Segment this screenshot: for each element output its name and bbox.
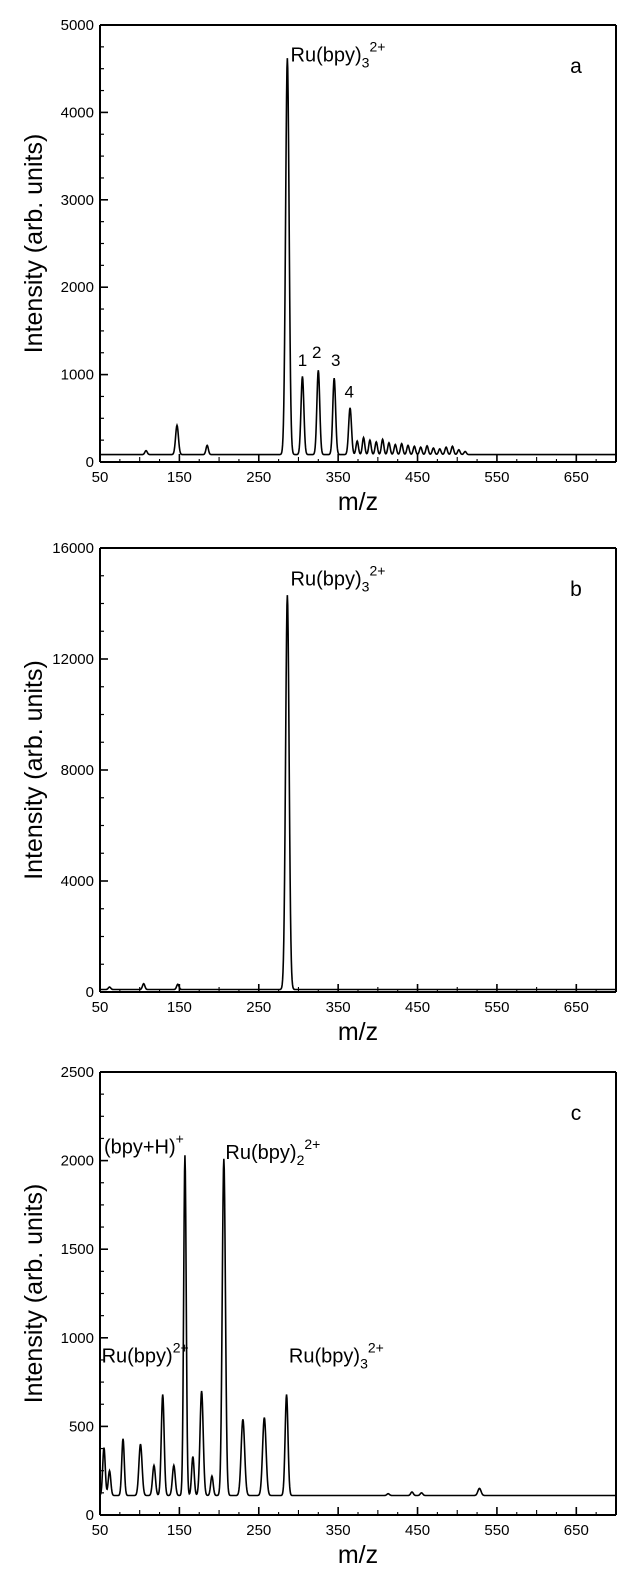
- x-tick-label: 250: [246, 1522, 271, 1539]
- y-tick-label: 1500: [61, 1241, 94, 1258]
- x-tick-label: 250: [246, 469, 271, 486]
- peak-annotation: (bpy+H)+: [104, 1131, 184, 1159]
- x-tick-label: 250: [246, 999, 271, 1016]
- x-tick-label: 550: [484, 999, 509, 1016]
- y-tick-label: 3000: [61, 192, 94, 209]
- x-axis-label: m/z: [338, 1018, 378, 1046]
- x-tick-label: 50: [92, 1522, 109, 1539]
- peak-annotation: Ru(bpy)22+: [225, 1136, 320, 1168]
- y-tick-label: 500: [69, 1418, 94, 1435]
- chart-panel-b: 0 4000 8000 12000 16000 50 150 250 350 450 550 650 m…: [20, 540, 617, 1046]
- spectrum-trace: [99, 1155, 616, 1497]
- y-tick-label: 2000: [61, 1153, 94, 1170]
- spectrum-trace: [100, 58, 616, 456]
- x-tick-label: 350: [326, 1522, 351, 1539]
- y-tick-label: 0: [86, 454, 94, 471]
- peak-annotation: Ru(bpy)32+: [291, 39, 386, 71]
- x-tick-label: 150: [167, 999, 192, 1016]
- x-tick-label: 450: [405, 1522, 430, 1539]
- x-tick-label: 150: [167, 1522, 192, 1539]
- y-axis-label: Intensity (arb. units): [20, 1184, 48, 1404]
- panel-letter: b: [570, 578, 582, 601]
- x-tick-label: 650: [564, 1522, 589, 1539]
- x-tick-label: 50: [92, 999, 109, 1016]
- y-tick-label: 4000: [61, 104, 94, 121]
- y-tick-label: 12000: [52, 651, 94, 668]
- y-tick-label: 8000: [61, 762, 94, 779]
- y-axis-label: Intensity (arb. units): [20, 660, 48, 880]
- y-tick-label: 2500: [61, 1064, 94, 1081]
- peak-number-label: 3: [331, 351, 340, 370]
- panel-letter: a: [570, 55, 582, 78]
- y-tick-label: 2000: [61, 279, 94, 296]
- y-tick-label: 4000: [61, 873, 94, 890]
- spectrum-trace: [100, 595, 616, 991]
- y-axis-label: Intensity (arb. units): [20, 134, 48, 354]
- peak-number-label: 2: [312, 343, 321, 362]
- x-axis-label: m/z: [338, 1541, 378, 1569]
- peak-number-label: 1: [298, 351, 307, 370]
- y-tick-label: 1000: [61, 1330, 94, 1347]
- x-tick-label: 550: [484, 469, 509, 486]
- x-tick-label: 650: [564, 469, 589, 486]
- peak-number-label: 4: [345, 382, 354, 401]
- chart-panel-a: 0 1000 2000 3000 4000 5000 50 150 250 350 450 550 65…: [20, 17, 617, 516]
- x-tick-label: 50: [92, 469, 109, 486]
- x-tick-label: 450: [405, 469, 430, 486]
- x-tick-label: 450: [405, 999, 430, 1016]
- y-tick-label: 16000: [52, 540, 94, 557]
- x-tick-label: 150: [167, 469, 192, 486]
- x-tick-label: 550: [484, 1522, 509, 1539]
- peak-annotation: Ru(bpy)2+: [102, 1340, 189, 1368]
- panel-letter: c: [571, 1102, 582, 1125]
- peak-annotation: Ru(bpy)32+: [289, 1340, 384, 1372]
- x-tick-label: 350: [326, 999, 351, 1016]
- y-tick-label: 5000: [61, 17, 94, 34]
- chart-panel-c: 0 500 1000 1500 2000 2500 50 150 250 350 450 550 650…: [20, 1064, 617, 1569]
- x-tick-label: 650: [564, 999, 589, 1016]
- y-tick-label: 0: [86, 984, 94, 1001]
- peak-annotation: Ru(bpy)32+: [291, 562, 386, 594]
- x-tick-label: 350: [326, 469, 351, 486]
- y-tick-label: 0: [86, 1507, 94, 1524]
- y-tick-label: 1000: [61, 367, 94, 384]
- x-axis-label: m/z: [338, 488, 378, 516]
